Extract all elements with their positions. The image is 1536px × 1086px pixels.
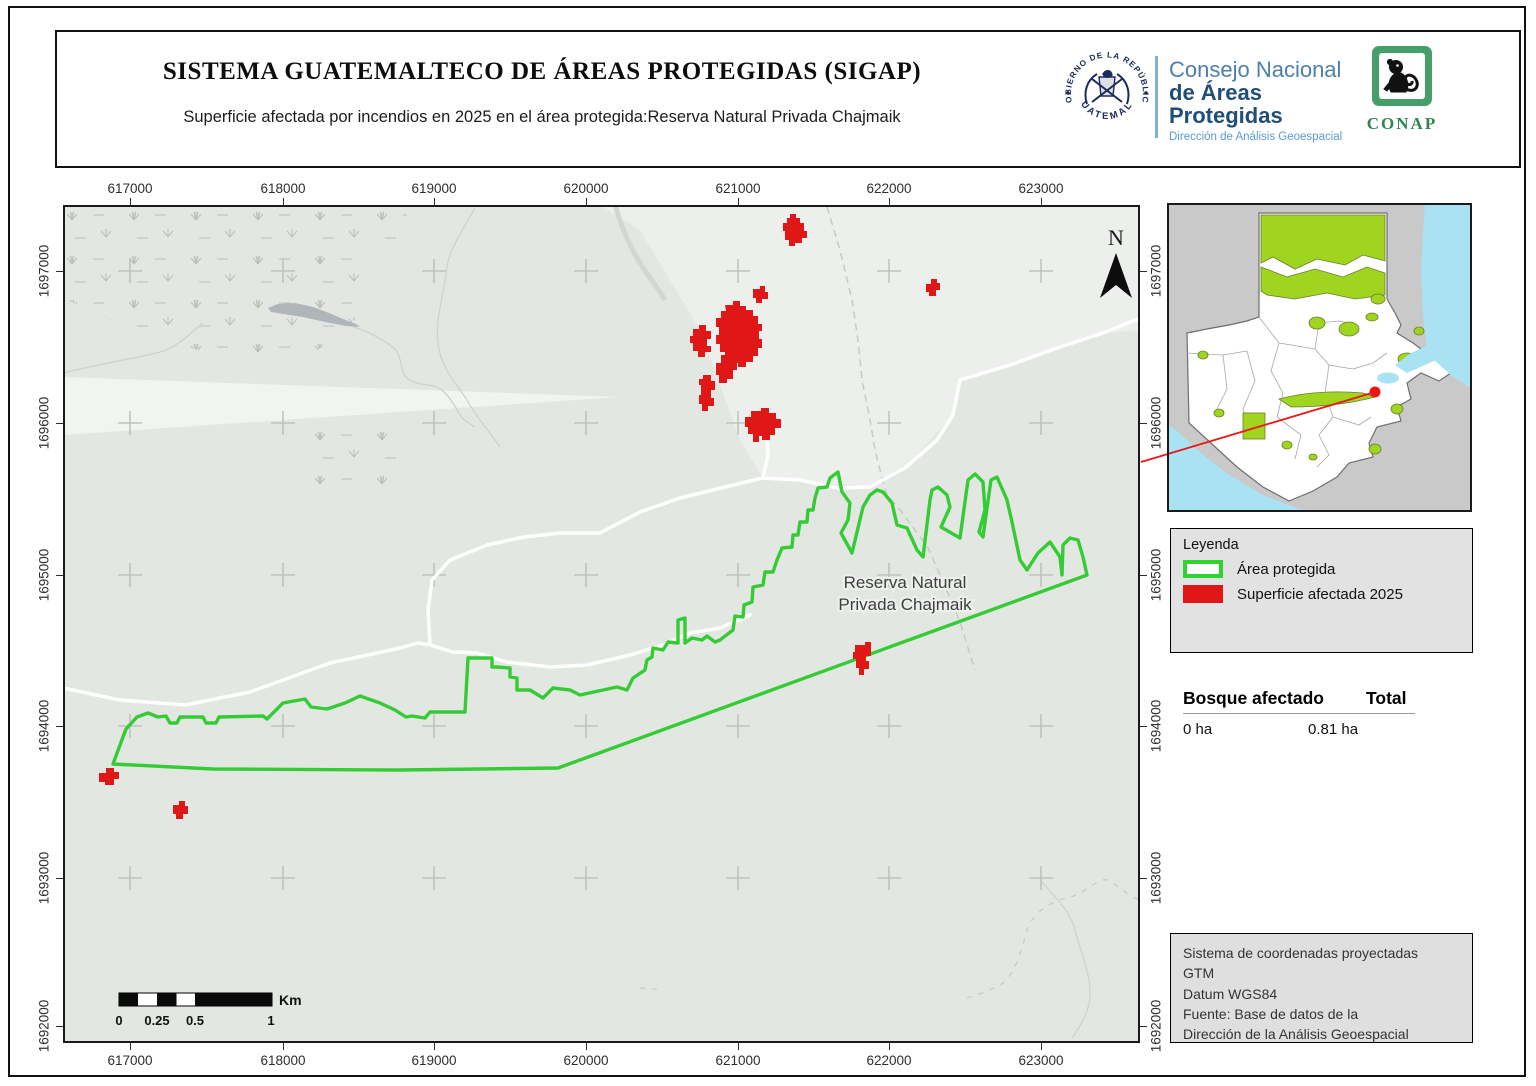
axis-label-x: 619000 <box>411 1053 457 1068</box>
axis-label-x: 622000 <box>866 1053 912 1068</box>
inset-protected-areas <box>1197 214 1425 461</box>
burned-area-patches <box>99 214 940 819</box>
axis-label-x: 621000 <box>715 181 761 196</box>
legend-label: Superficie afectada 2025 <box>1237 585 1403 603</box>
logo-divider <box>1155 56 1158 138</box>
axis-label-y: 1693000 <box>36 851 52 905</box>
inset-locator-map <box>1140 203 1472 512</box>
coordinate-system-note: Sistema de coordenadas proyectadas GTM D… <box>1170 933 1473 1043</box>
guatemala-government-seal-icon: GOBIERNO DE LA REPÚBLICA GUATEMALA <box>1059 44 1152 137</box>
org-name-line2: de Áreas Protegidas <box>1169 80 1283 129</box>
stats-col1-header: Bosque afectado <box>1183 688 1324 708</box>
affected-area-swatch-icon <box>1183 585 1223 603</box>
page-frame <box>8 6 1526 1077</box>
axis-label-y: 1695000 <box>36 548 52 602</box>
affected-forest-table: Bosque afectado Total 0 ha 0.81 ha <box>1183 688 1428 738</box>
conap-label: CONAP <box>1366 114 1438 133</box>
axis-label-y: 1695000 <box>1148 548 1164 602</box>
axis-label-x: 622000 <box>866 181 912 196</box>
org-name-line1: Consejo Nacional <box>1169 57 1342 82</box>
landcover-light-region <box>600 205 1140 487</box>
title-block: SISTEMA GUATEMALTECO DE ÁREAS PROTEGIDAS… <box>92 58 992 127</box>
page-subtitle: Superficie afectada por incendios en 202… <box>183 108 901 126</box>
inset-frame <box>1167 203 1472 512</box>
inset-locator-dot <box>1369 386 1381 398</box>
protected-area-label: Reserva Natural Privada Chajmaik <box>836 571 974 616</box>
axis-label-y: 1694000 <box>1148 699 1164 753</box>
marsh-area <box>305 427 403 493</box>
stream-line <box>436 207 501 448</box>
stats-col1-value: 0 ha <box>1183 721 1213 738</box>
credits-line: GTM <box>1183 965 1215 982</box>
axis-label-y: 1697000 <box>36 244 52 298</box>
legend-item-protected: Área protegida <box>1183 560 1460 578</box>
axis-label-y: 1696000 <box>36 396 52 450</box>
stream-line <box>1039 879 1091 1039</box>
conap-monkey-icon <box>1372 46 1432 106</box>
main-map-canvas: Reserva Natural Privada Chajmaik N 0 0.2… <box>63 205 1140 1043</box>
legend-label: Área protegida <box>1237 560 1336 578</box>
inset-water <box>1167 203 1472 512</box>
axis-label-y: 1692000 <box>1148 999 1164 1053</box>
north-label: N <box>1108 225 1124 250</box>
scale-bar: 0 0.25 0.5 1 Km <box>115 992 301 1028</box>
axis-label-y: 1697000 <box>1148 244 1164 298</box>
scale-unit-label: Km <box>279 992 302 1008</box>
stats-col2-value: 0.81 ha <box>1308 721 1359 738</box>
credits-line: Datum WGS84 <box>1183 985 1278 1002</box>
stats-col2-header: Total <box>1366 688 1407 708</box>
conap-logo: CONAP <box>1357 44 1447 134</box>
landcover-pale-wedge <box>63 377 620 435</box>
credits-line: Fuente: Base de datos de la <box>1183 1005 1359 1022</box>
axis-label-y: 1694000 <box>36 699 52 753</box>
logo-row: GOBIERNO DE LA REPÚBLICA GUATEMALA Conse… <box>1055 40 1515 160</box>
scale-tick-label: 0 <box>115 1013 122 1028</box>
axis-label-y: 1693000 <box>1148 851 1164 905</box>
scale-tick-label: 1 <box>267 1013 274 1028</box>
stats-divider <box>1183 713 1415 714</box>
axis-label-x: 618000 <box>260 181 306 196</box>
protected-area-swatch-icon <box>1183 560 1223 578</box>
credits-line: Sistema de coordenadas proyectadas <box>1183 945 1419 961</box>
axis-label-x: 619000 <box>411 181 457 196</box>
header: SISTEMA GUATEMALTECO DE ÁREAS PROTEGIDAS… <box>55 30 1521 168</box>
axis-label-x: 618000 <box>260 1053 306 1068</box>
axis-label-x: 617000 <box>107 181 153 196</box>
axis-label-x: 623000 <box>1018 1053 1064 1068</box>
svg-text:Privada Chajmaik: Privada Chajmaik <box>838 595 972 614</box>
scale-tick-label: 0.25 <box>144 1013 169 1028</box>
legend: Leyenda Área protegida Superficie afecta… <box>1170 528 1473 653</box>
axis-label-x: 617000 <box>107 1053 153 1068</box>
scale-tick-label: 0.5 <box>186 1013 204 1028</box>
conap-wordmark: Consejo Nacional de Áreas Protegidas Dir… <box>1169 58 1369 143</box>
stream-band <box>612 205 668 302</box>
legend-item-affected: Superficie afectada 2025 <box>1183 585 1460 603</box>
axis-label-x: 623000 <box>1018 181 1064 196</box>
stream-line <box>63 322 204 374</box>
stream-line <box>352 326 476 428</box>
svg-text:Reserva Natural: Reserva Natural <box>844 573 967 592</box>
page-title: SISTEMA GUATEMALTECO DE ÁREAS PROTEGIDAS… <box>162 58 922 85</box>
axis-label-x: 620000 <box>563 181 609 196</box>
org-name-line3: Dirección de Análisis Geoespacial <box>1169 131 1343 144</box>
axis-label-y: 1692000 <box>36 999 52 1053</box>
grid-crosses <box>118 259 1053 890</box>
protected-area-boundary <box>111 470 1089 772</box>
pond <box>268 303 360 327</box>
axis-label-x: 621000 <box>715 1053 761 1068</box>
axis-label-x: 620000 <box>563 1053 609 1068</box>
north-arrow-icon: N <box>1100 225 1132 298</box>
legend-title: Leyenda <box>1183 537 1239 553</box>
axis-label-y: 1696000 <box>1148 396 1164 450</box>
trail-dashed <box>639 879 1140 999</box>
inset-locator-line <box>1140 391 1376 463</box>
credits-line: Dirección de la Análisis Geoespacial <box>1183 1026 1409 1043</box>
map-frame <box>63 205 1140 1043</box>
